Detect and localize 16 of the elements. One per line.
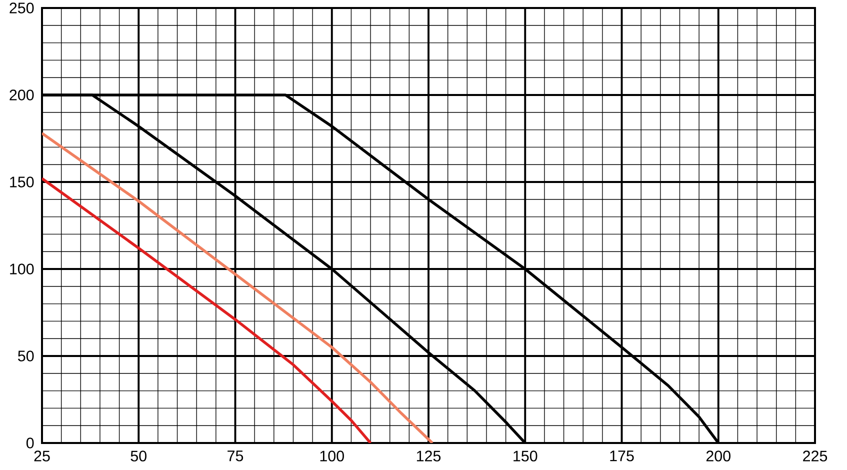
- x-tick-label: 200: [706, 450, 730, 462]
- x-tick-label: 25: [34, 450, 50, 462]
- y-tick-label: 0: [26, 438, 34, 448]
- x-tick-label: 175: [610, 450, 634, 462]
- x-tick-label: 125: [416, 450, 441, 462]
- y-tick-label: 50: [18, 350, 34, 362]
- x-tick-label: 225: [803, 450, 828, 462]
- y-tick-label: 200: [10, 90, 34, 100]
- x-tick-label: 50: [130, 450, 146, 462]
- y-tick-label: 100: [10, 264, 34, 274]
- line-series: [42, 177, 372, 443]
- x-tick-label: 75: [228, 450, 244, 462]
- y-tick-label: 150: [10, 176, 34, 188]
- x-tick-label: 150: [514, 450, 538, 462]
- y-tick-label: 250: [10, 2, 34, 14]
- x-tick-label: 100: [320, 450, 344, 462]
